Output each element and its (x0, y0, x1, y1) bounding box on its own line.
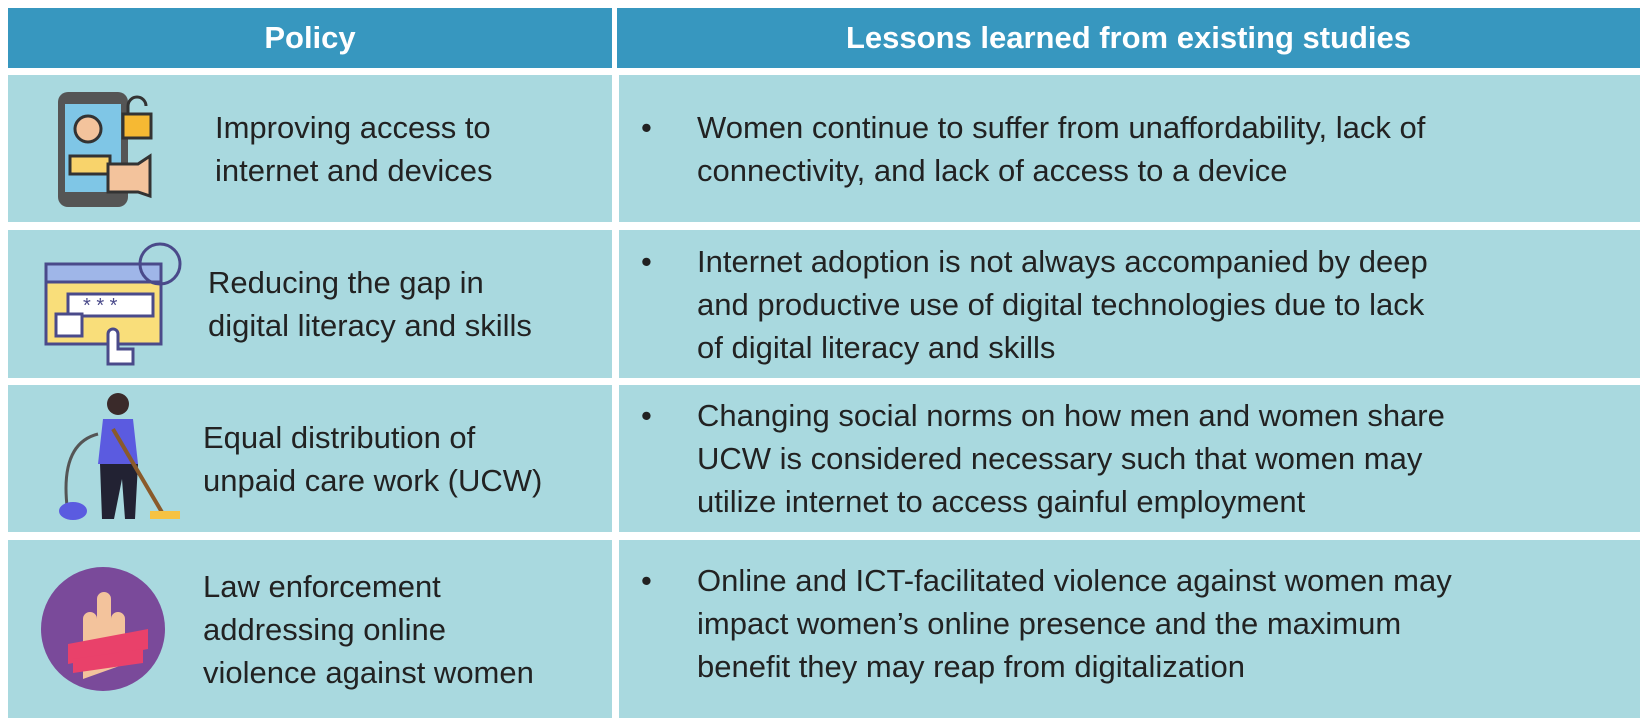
lesson-text: Online and ICT-facilitated violence agai… (697, 540, 1640, 706)
lesson-text: Changing social norms on how men and wom… (697, 385, 1640, 532)
bullet: • (641, 109, 652, 145)
cleaning-icon (59, 392, 180, 520)
policy-cell: Improving access to internet and devices (8, 75, 612, 222)
lesson-line: benefit they may reap from digitalizatio… (697, 648, 1245, 684)
policy-line: Improving access to (215, 109, 491, 145)
lesson-line: impact women’s online presence and the m… (697, 605, 1402, 641)
lesson-line: connectivity, and lack of access to a de… (697, 152, 1288, 188)
policy-line: Reducing the gap in (208, 265, 484, 300)
lesson-line: and productive use of digital technologi… (697, 286, 1425, 322)
header-cell: Lessons learned from existing studies (617, 8, 1640, 68)
lesson-line: UCW is considered necessary such that wo… (697, 441, 1423, 476)
policy-cell: Equal distribution of unpaid care work (U… (8, 385, 612, 532)
lesson-cell: • Women continue to suffer from unafforda… (619, 75, 1640, 222)
policy-line: addressing online (203, 611, 447, 647)
lesson-text: Internet adoption is not always accompan… (697, 230, 1640, 378)
policy-line: unpaid care work (UCW) (203, 462, 543, 498)
lesson-text: Women continue to suffer from unaffordab… (697, 75, 1640, 222)
policy-line: Law enforcement (203, 568, 441, 604)
bullet: • (641, 243, 652, 279)
lesson-line: utilize internet to access gainful emplo… (697, 484, 1306, 519)
svg-text:* * *: * * * (83, 295, 118, 317)
lesson-cell: • Changing social norms on how men and wo… (619, 385, 1640, 532)
policy-text: Reducing the gap in digital literacy and … (208, 230, 532, 378)
phone-icon (58, 91, 153, 207)
lesson-cell: • Online and ICT-facilitated violence aga… (619, 540, 1640, 718)
policy-cell: * * * Reducing the gap in digital literac… (8, 230, 612, 378)
lesson-line: Online and ICT-facilitated violence agai… (697, 562, 1452, 598)
policy-line: Equal distribution of (203, 419, 476, 455)
bullet: • (641, 562, 652, 598)
policy-line: internet and devices (215, 152, 493, 188)
lesson-line: Changing social norms on how men and wom… (697, 398, 1445, 433)
lesson-line: of digital literacy and skills (697, 329, 1056, 365)
lesson-cell: • Internet adoption is not always accompa… (619, 230, 1640, 378)
header-cell: Policy (8, 8, 612, 68)
violence-icon (41, 567, 165, 691)
policy-text: Improving access to internet and devices (215, 75, 492, 222)
policy-text: Equal distribution of unpaid care work (U… (203, 385, 542, 532)
policy-text: Law enforcement addressing online violence… (203, 540, 534, 718)
bullet: • (641, 398, 652, 433)
policy-cell: Law enforcement addressing online violence… (8, 540, 612, 718)
policy-line: digital literacy and skills (208, 308, 532, 343)
lesson-line: Women continue to suffer from unaffordab… (697, 109, 1426, 145)
lesson-line: Internet adoption is not always accompan… (697, 243, 1428, 279)
policy-line: violence against women (203, 654, 534, 690)
browser-icon: * * * (44, 242, 182, 366)
